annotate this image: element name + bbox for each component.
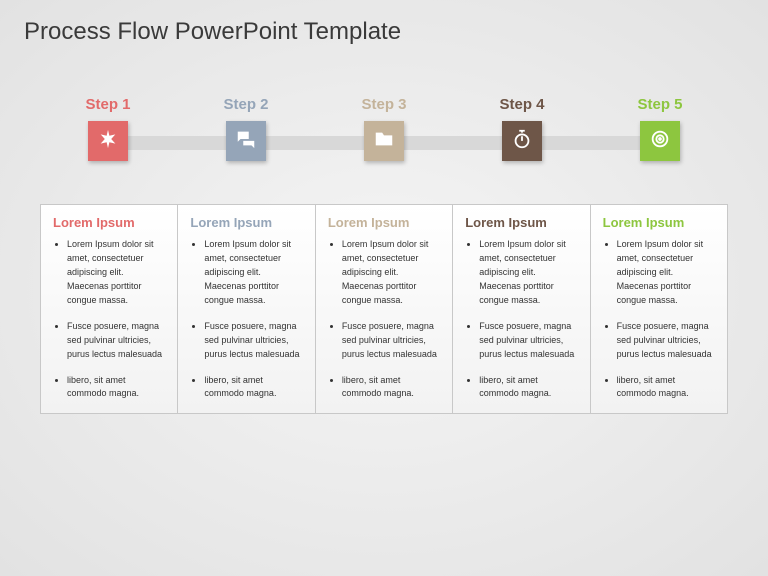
step-2-box: [226, 121, 266, 161]
step-3-box: [364, 121, 404, 161]
column-1-title: Lorem Ipsum: [53, 215, 167, 230]
folder-icon: [373, 128, 395, 155]
column-5-title: Lorem Ipsum: [603, 215, 717, 230]
timer-icon: [511, 128, 533, 155]
list-item: libero, sit amet commodo magna.: [204, 374, 304, 402]
column-3-title: Lorem Ipsum: [328, 215, 442, 230]
process-flow-row: Step 1 Step 2 Step 3 Step 4 Step 5: [40, 96, 728, 186]
list-item: libero, sit amet commodo magna.: [342, 374, 442, 402]
column-4: Lorem Ipsum Lorem Ipsum dolor sit amet, …: [453, 205, 590, 413]
list-item: libero, sit amet commodo magna.: [617, 374, 717, 402]
step-3: Step 3: [344, 96, 424, 161]
column-4-list: Lorem Ipsum dolor sit amet, consectetuer…: [463, 238, 579, 401]
list-item: libero, sit amet commodo magna.: [479, 374, 579, 402]
list-item: libero, sit amet commodo magna.: [67, 374, 167, 402]
column-3-list: Lorem Ipsum dolor sit amet, consectetuer…: [326, 238, 442, 401]
asterisk-icon: [97, 128, 119, 155]
list-item: Fusce posuere, magna sed pulvinar ultric…: [617, 320, 717, 362]
target-icon: [649, 128, 671, 155]
step-4-label: Step 4: [499, 96, 544, 113]
step-3-label: Step 3: [361, 96, 406, 113]
step-2: Step 2: [206, 96, 286, 161]
list-item: Fusce posuere, magna sed pulvinar ultric…: [67, 320, 167, 362]
step-1: Step 1: [68, 96, 148, 161]
step-5: Step 5: [620, 96, 700, 161]
list-item: Lorem Ipsum dolor sit amet, consectetuer…: [617, 238, 717, 308]
page-title: Process Flow PowerPoint Template: [0, 0, 768, 46]
step-1-box: [88, 121, 128, 161]
column-4-title: Lorem Ipsum: [465, 215, 579, 230]
column-5: Lorem Ipsum Lorem Ipsum dolor sit amet, …: [591, 205, 727, 413]
columns-container: Lorem Ipsum Lorem Ipsum dolor sit amet, …: [40, 204, 728, 414]
column-2: Lorem Ipsum Lorem Ipsum dolor sit amet, …: [178, 205, 315, 413]
column-1-list: Lorem Ipsum dolor sit amet, consectetuer…: [51, 238, 167, 401]
step-5-label: Step 5: [637, 96, 682, 113]
list-item: Fusce posuere, magna sed pulvinar ultric…: [204, 320, 304, 362]
list-item: Lorem Ipsum dolor sit amet, consectetuer…: [67, 238, 167, 308]
column-2-list: Lorem Ipsum dolor sit amet, consectetuer…: [188, 238, 304, 401]
list-item: Fusce posuere, magna sed pulvinar ultric…: [479, 320, 579, 362]
chat-icon: [235, 128, 257, 155]
list-item: Fusce posuere, magna sed pulvinar ultric…: [342, 320, 442, 362]
step-5-box: [640, 121, 680, 161]
column-3: Lorem Ipsum Lorem Ipsum dolor sit amet, …: [316, 205, 453, 413]
list-item: Lorem Ipsum dolor sit amet, consectetuer…: [204, 238, 304, 308]
column-1: Lorem Ipsum Lorem Ipsum dolor sit amet, …: [41, 205, 178, 413]
step-4: Step 4: [482, 96, 562, 161]
step-1-label: Step 1: [85, 96, 130, 113]
steps-container: Step 1 Step 2 Step 3 Step 4 Step 5: [40, 96, 728, 161]
column-5-list: Lorem Ipsum dolor sit amet, consectetuer…: [601, 238, 717, 401]
list-item: Lorem Ipsum dolor sit amet, consectetuer…: [342, 238, 442, 308]
step-2-label: Step 2: [223, 96, 268, 113]
list-item: Lorem Ipsum dolor sit amet, consectetuer…: [479, 238, 579, 308]
column-2-title: Lorem Ipsum: [190, 215, 304, 230]
step-4-box: [502, 121, 542, 161]
